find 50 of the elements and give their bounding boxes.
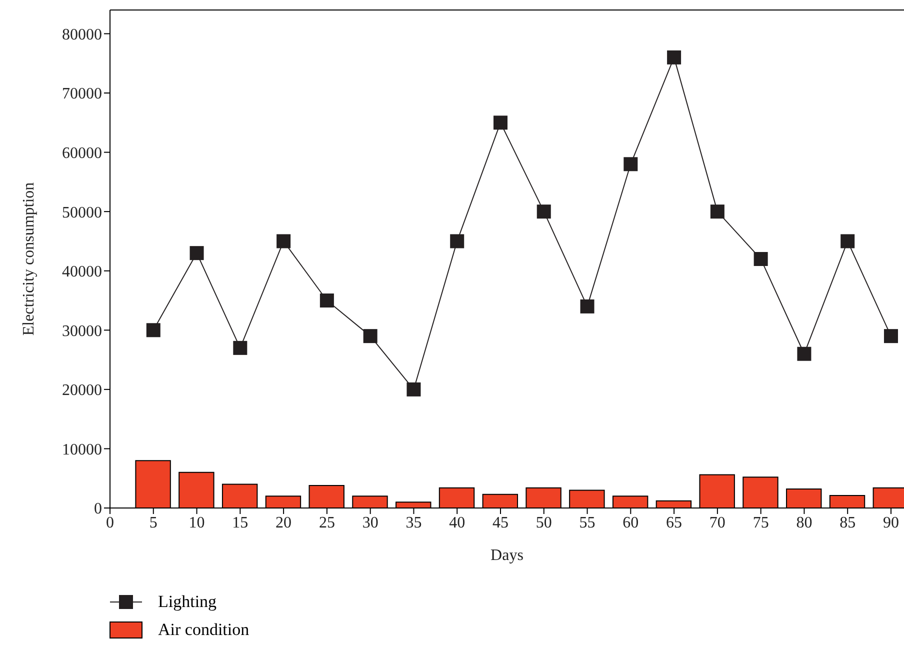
x-tick-label: 20: [276, 514, 292, 532]
point: [580, 299, 594, 314]
point: [233, 340, 248, 355]
point: [363, 329, 378, 344]
legend-label: Lighting: [158, 592, 217, 612]
y-tick-label: 80000: [62, 26, 102, 44]
point: [754, 252, 768, 266]
y-tick-label: 40000: [62, 264, 102, 281]
x-tick-label: 65: [666, 514, 682, 532]
point: [710, 204, 724, 219]
x-tick-label: 10: [188, 514, 205, 532]
y-tick-label: 70000: [62, 86, 102, 103]
y-tick-label: 60000: [62, 144, 102, 162]
y-tick-label: 0: [94, 500, 102, 518]
point: [624, 157, 638, 172]
x-tick-label: 45: [492, 514, 508, 532]
point: [406, 382, 421, 396]
x-tick-label: 5: [149, 514, 158, 532]
x-tick-label: 35: [406, 514, 422, 532]
point: [884, 329, 898, 344]
x-tick-label: 40: [449, 514, 466, 532]
x-axis-title: Days: [490, 547, 524, 564]
point: [667, 50, 682, 64]
y-tick-label: 10000: [62, 441, 102, 458]
x-tick-label: 60: [622, 514, 639, 532]
legend-label: Air condition: [158, 620, 250, 640]
point: [276, 234, 291, 248]
x-tick-label: 30: [362, 514, 378, 532]
x-tick-label: 80: [796, 514, 812, 532]
y-tick-label: 30000: [62, 322, 102, 340]
x-tick-label: 85: [840, 514, 856, 532]
point: [146, 323, 160, 338]
point: [797, 346, 812, 361]
point: [840, 234, 855, 248]
x-tick-label: 0: [106, 514, 114, 532]
point: [536, 204, 551, 219]
x-tick-label: 55: [579, 514, 596, 532]
x-tick-label: 75: [752, 514, 769, 532]
point: [493, 116, 508, 130]
point: [320, 294, 334, 308]
point: [190, 246, 204, 260]
y-tick-label: 50000: [62, 204, 102, 222]
point: [450, 234, 464, 248]
x-tick-label: 15: [232, 514, 248, 532]
y-axis-title: Electricity consumption: [20, 182, 38, 336]
x-tick-label: 70: [709, 514, 726, 532]
x-tick-label: 50: [536, 514, 552, 532]
y-tick-label: 20000: [62, 382, 102, 400]
x-tick-label: 25: [318, 514, 335, 532]
x-tick-label: 90: [882, 514, 899, 532]
